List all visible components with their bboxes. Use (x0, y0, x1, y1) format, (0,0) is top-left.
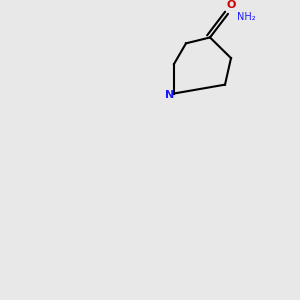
Text: O: O (226, 0, 236, 10)
Text: NH₂: NH₂ (237, 12, 256, 22)
Text: N: N (165, 90, 174, 100)
